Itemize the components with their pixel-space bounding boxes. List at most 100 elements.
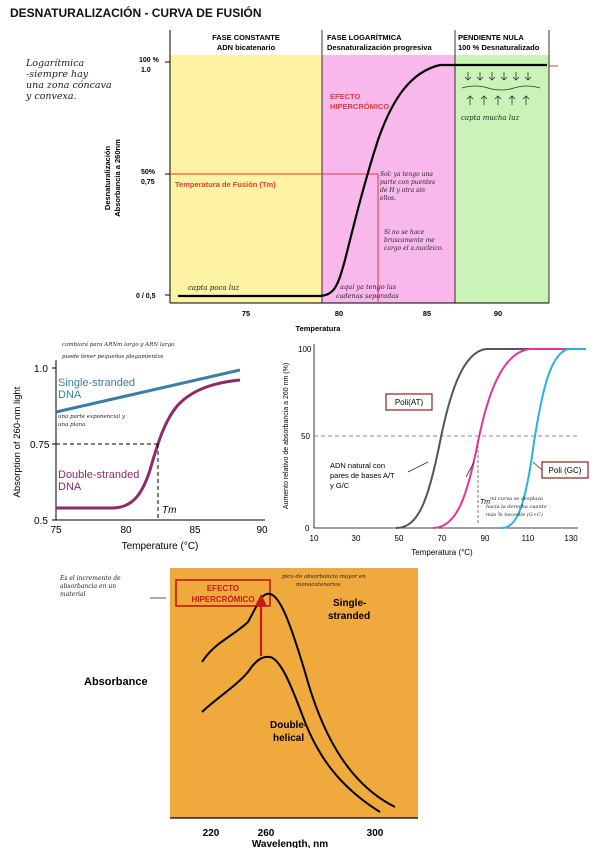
single-stranded-label-2: DNA [58, 389, 82, 401]
note-line: Logarítmica [26, 58, 85, 69]
y-axis-label: Absorption of 260-nm light [12, 386, 23, 497]
absorption-temperature-chart: cambiará para ARNm largo y ARN largo pue… [12, 341, 268, 552]
natural-dna-curve [395, 348, 530, 529]
x-tick: 260 [258, 828, 275, 839]
note-desplaza-2: hacia la derecha cuanto [486, 504, 547, 510]
y-tick: 100 % [139, 57, 160, 64]
poly-gc-curve [501, 348, 586, 529]
efecto-label-1: EFECTO [330, 92, 360, 101]
y-axis-label: Absorbance [84, 676, 148, 688]
phase-1-subtitle: ADN bicatenario [217, 43, 276, 52]
x-tick: 300 [367, 828, 384, 839]
single-stranded-label-1: Single- [333, 598, 366, 609]
note-line: una zona cóncava [26, 80, 112, 91]
x-tick: 50 [395, 534, 404, 543]
phase-2-title: FASE LOGARÍTMICA [327, 33, 402, 42]
tm-label: Tm [162, 505, 176, 516]
note-incremento-3: material [60, 591, 86, 598]
note-line: -siempre hay [26, 69, 89, 80]
note-brusco-1: Si no se hace [384, 229, 425, 236]
x-axis-label: Temperatura [296, 324, 342, 333]
double-stranded-label-2: DNA [58, 481, 82, 493]
phase-constant-region [170, 55, 322, 303]
double-stranded-curve [56, 378, 241, 510]
y-tick: 100 [298, 345, 312, 354]
note-cadenas-2: cadenas separadas [336, 292, 399, 300]
page-title: DESNATURALIZACIÓN - CURVA DE FUSIÓN [10, 6, 262, 20]
single-stranded-line [55, 368, 241, 414]
note-sol-4: ellos. [380, 195, 396, 202]
x-tick: 220 [203, 828, 220, 839]
double-helical-curve [201, 655, 381, 813]
y-axis-label: Aumento relativo de absorbancia a 260 nm… [283, 363, 290, 509]
y-tick: 1.0 [34, 364, 48, 375]
x-tick: 30 [352, 534, 361, 543]
y-tick: 1.0 [141, 67, 151, 74]
x-tick: 10 [310, 534, 319, 543]
absorbance-wavelength-chart: Es el incremento de absorbancia en un ma… [59, 568, 418, 848]
poly-at-label: Poli(AT) [395, 398, 424, 407]
x-tick: 90 [256, 525, 268, 536]
note-arn-2: puede tener pequeños plegamientos [62, 353, 164, 360]
note-poca-luz: capta poca luz [188, 284, 240, 292]
double-stranded-label-1: Double-stranded [58, 469, 139, 481]
note-sol-2: parte con puentes [380, 179, 435, 186]
x-tick: 75 [242, 309, 250, 318]
y-tick: 0.75 [30, 440, 50, 451]
x-tick: 90 [494, 309, 502, 318]
y-tick: 50 [301, 432, 310, 441]
gc-content-melting-chart: 100 50 0 10 30 50 70 90 110 130 Temperat… [283, 344, 589, 557]
note-brusco-3: cargo el a.nucleico. [384, 245, 443, 252]
poly-gc-label: Poli (GC) [549, 466, 582, 475]
phase-2-subtitle: Desnaturalización progresiva [327, 43, 432, 52]
note-pico-1: pico de absorbancia mayor en [282, 574, 366, 580]
x-axis-label: Temperature (°C) [122, 541, 199, 552]
double-helical-label-2: helical [273, 733, 304, 744]
x-tick: 85 [189, 525, 201, 536]
note-incremento-1: Es el incremento de [59, 575, 121, 582]
phase-1-title: FASE CONSTANTE [212, 33, 280, 42]
note-pico-2: monocatenarios [296, 582, 341, 588]
natural-dna-label-2: pares de bases A/T [330, 471, 395, 480]
note-sol-1: Sol: ya tengo una [380, 171, 433, 178]
note-logaritmica: Logarítmica -siempre hay una zona cóncav… [26, 58, 112, 102]
x-tick: 80 [120, 525, 132, 536]
note-incremento-2: absorbancia en un [60, 583, 116, 590]
melting-curve [178, 63, 547, 298]
x-tick: 90 [481, 534, 490, 543]
efecto-label-2: HIPERCRÓMICO [330, 102, 389, 111]
x-tick: 85 [423, 309, 431, 318]
note-brusco-2: bruscamente me [384, 237, 435, 244]
phase-3-subtitle: 100 % Desnaturalizado [458, 43, 540, 52]
note-arn-1: cambiará para ARNm largo y ARN largo [62, 341, 175, 348]
y-tick: 0 / 0,5 [136, 293, 156, 300]
note-cadenas-1: aquí ya tengo las [340, 283, 397, 291]
x-axis-label: Temperatura (°C) [411, 548, 473, 557]
x-tick: 130 [564, 534, 578, 543]
light-arrows-sketch [461, 72, 541, 105]
note-line: y convexa. [26, 91, 77, 102]
note-mucha-luz: capta mucha luz [461, 114, 520, 122]
note-exponencial-2: una plana [58, 422, 86, 428]
double-helical-label-1: Double- [270, 720, 307, 731]
phase-null-region [455, 55, 549, 303]
note-sol-3: de H y otra sin [380, 187, 425, 194]
natural-dna-label-3: y G/C [330, 481, 350, 490]
y-tick: 50% [141, 169, 156, 176]
melting-curve-chart: FASE CONSTANTE ADN bicatenario FASE LOGA… [103, 30, 558, 333]
poly-at-box [385, 393, 433, 411]
efecto-label-2: HIPERCRÓMICO [191, 595, 254, 604]
single-stranded-label-1: Single-stranded [58, 377, 135, 389]
x-tick: 80 [335, 309, 343, 318]
y-tick: 0,75 [141, 179, 155, 186]
x-axis-label: Wavelength, nm [252, 839, 328, 848]
y-axis-label-2: Absorbancia a 260nm [113, 139, 122, 217]
phase-3-title: PENDIENTE NULA [458, 33, 524, 42]
x-tick: 110 [522, 534, 535, 543]
tm-label: Temperatura de Fusión (Tm) [175, 180, 276, 189]
single-stranded-curve [201, 592, 396, 808]
y-axis-label-1: Desnaturalización [103, 145, 112, 210]
y-tick: 0 [305, 524, 310, 533]
x-tick: 75 [50, 525, 62, 536]
note-desplaza-3: más % necesite (G+C) [486, 511, 543, 518]
